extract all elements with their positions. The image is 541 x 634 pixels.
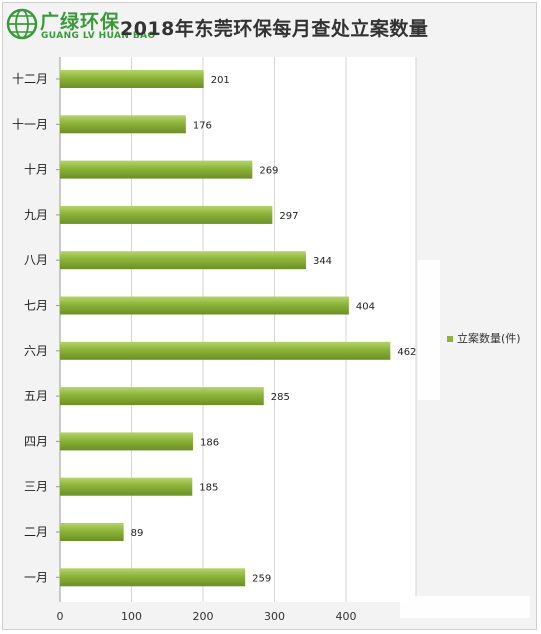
category-label: 七月	[24, 299, 48, 313]
bar	[60, 251, 306, 270]
logo: 广绿环保 GUANG LV HUAN BAO	[4, 6, 155, 46]
category-label: 二月	[24, 525, 48, 539]
category-label: 十二月	[12, 72, 48, 86]
category-label: 六月	[24, 344, 48, 358]
data-label: 462	[397, 347, 416, 358]
x-tick-label: 200	[193, 610, 214, 623]
bar	[60, 477, 193, 496]
logo-text-en: GUANG LV HUAN BAO	[41, 31, 156, 41]
category-label: 四月	[24, 434, 48, 448]
data-label: 201	[211, 75, 230, 86]
bar	[60, 432, 193, 451]
x-tick-label: 0	[57, 610, 64, 623]
legend-swatch	[447, 336, 453, 342]
data-label: 185	[199, 483, 218, 494]
category-label: 一月	[24, 570, 48, 584]
x-tick-label: 100	[121, 610, 142, 623]
logo-text-cn: 广绿环保	[40, 11, 121, 33]
category-label: 十一月	[12, 117, 48, 131]
chart-title: 2018年东莞环保每月查处立案数量	[120, 18, 429, 40]
plot-area	[60, 57, 416, 602]
bar	[60, 341, 391, 360]
category-label: 八月	[24, 253, 48, 267]
category-label: 五月	[24, 389, 48, 403]
data-label: 297	[279, 211, 298, 222]
watermark-right	[418, 260, 440, 400]
data-label: 176	[193, 120, 212, 131]
legend: 立案数量(件)	[447, 330, 521, 346]
bar	[60, 523, 124, 541]
data-label: 404	[356, 302, 375, 313]
bar	[60, 205, 273, 224]
category-label: 十月	[24, 163, 48, 177]
legend-label: 立案数量(件)	[457, 332, 521, 345]
bar	[60, 296, 349, 315]
x-tick-label: 400	[336, 610, 357, 623]
category-label: 九月	[24, 208, 48, 222]
bar	[60, 115, 186, 134]
data-label: 259	[252, 573, 271, 584]
bar	[60, 568, 246, 587]
data-label: 344	[313, 256, 332, 267]
bar	[60, 70, 204, 88]
globe-icon	[6, 8, 38, 40]
watermark-bottom	[400, 596, 530, 618]
data-label: 89	[131, 528, 144, 539]
bar	[60, 160, 253, 179]
data-label: 186	[200, 437, 219, 448]
x-tick-label: 300	[264, 610, 285, 623]
category-label: 三月	[24, 480, 48, 494]
data-label: 269	[259, 166, 278, 177]
data-label: 285	[271, 392, 290, 403]
bar	[60, 387, 264, 406]
